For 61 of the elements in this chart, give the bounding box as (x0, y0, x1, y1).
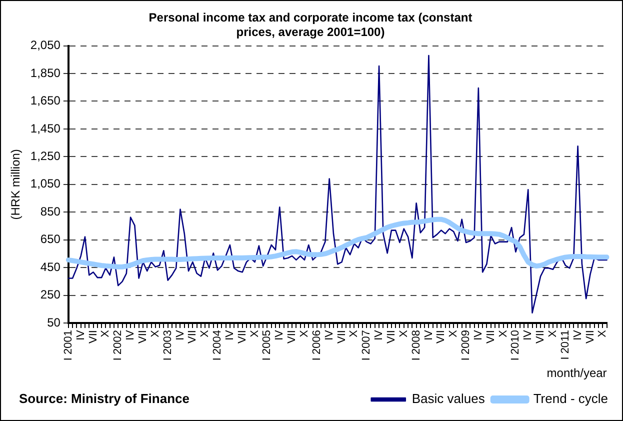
x-tick-label: X (497, 329, 510, 338)
x-tick-label: I 2001 (62, 330, 74, 361)
y-tick-label: 450 (40, 260, 61, 274)
x-tick-label: IV (422, 329, 435, 340)
x-tick-label: VII (336, 330, 348, 344)
x-tick-label: VII (286, 330, 298, 344)
x-tick-label: I 2003 (162, 330, 174, 361)
x-tick-label: VII (584, 330, 596, 344)
x-tick-label: I 2004 (212, 330, 224, 361)
x-tick-label: X (596, 329, 609, 338)
x-tick-label: VII (385, 330, 398, 344)
x-tick-label: VII (186, 330, 199, 344)
y-tick-label: 650 (40, 232, 61, 246)
x-tick-label: X (248, 329, 261, 338)
x-tick-label: IV (522, 329, 534, 340)
x-tick-label: VII (137, 330, 150, 344)
x-tick-label: IV (274, 329, 286, 340)
x-tick-label: X (199, 329, 212, 338)
y-tick-label: 1,050 (30, 176, 61, 191)
x-tick-label: IV (572, 329, 584, 340)
x-tick-label: IV (174, 329, 186, 340)
x-tick-label: VII (435, 330, 448, 344)
x-tick-label: I 2009 (460, 330, 472, 361)
y-tick-label: 1,850 (30, 66, 61, 80)
legend-label: Basic values (412, 391, 486, 406)
x-tick-label: I 2006 (310, 330, 323, 361)
legend-label: Trend - cycle (533, 391, 608, 406)
source-note: Source: Ministry of Finance (19, 391, 190, 406)
x-tick-label: IV (224, 329, 236, 340)
x-tick-label: X (100, 329, 112, 338)
y-tick-label: 2,050 (30, 38, 61, 52)
x-tick-label: IV (74, 329, 87, 340)
x-tick-label: VII (484, 330, 497, 344)
y-tick-label: 50 (47, 315, 61, 330)
chart-title: Personal income tax and corporate income tax (constant prices, average 2001=100) (148, 10, 472, 39)
x-tick-label: X (546, 329, 559, 338)
x-tick-label: VII (87, 330, 100, 344)
x-tick-label: IV (373, 329, 386, 340)
x-tick-label: X (398, 329, 410, 338)
x-tick-label: I 2005 (261, 330, 274, 361)
x-tick-label: IV (472, 329, 484, 340)
x-tick-label: IV (124, 329, 137, 340)
x-tick-label: IV (323, 329, 336, 340)
x-tick-label: I 2002 (112, 330, 124, 361)
x-tick-label: I 2010 (510, 330, 522, 361)
y-tick-label: 250 (40, 288, 61, 302)
x-tick-label: X (149, 329, 162, 338)
y-axis-title: (HRK million) (8, 149, 23, 220)
x-tick-label: I 2007 (360, 330, 373, 361)
x-tick-label: I 2008 (410, 330, 422, 361)
x-tick-label: X (298, 329, 311, 338)
y-tick-label: 1,250 (30, 149, 61, 163)
y-tick-label: 850 (40, 204, 61, 218)
x-axis-title: month/year (546, 366, 607, 380)
x-tick-label: X (448, 329, 460, 338)
y-tick-label: 1,450 (30, 121, 61, 136)
x-tick-label: VII (534, 330, 547, 344)
x-tick-label: I 2011 (559, 330, 572, 360)
x-tick-label: VII (236, 330, 248, 344)
x-tick-label: X (348, 329, 360, 338)
y-tick-label: 1,650 (30, 94, 61, 108)
